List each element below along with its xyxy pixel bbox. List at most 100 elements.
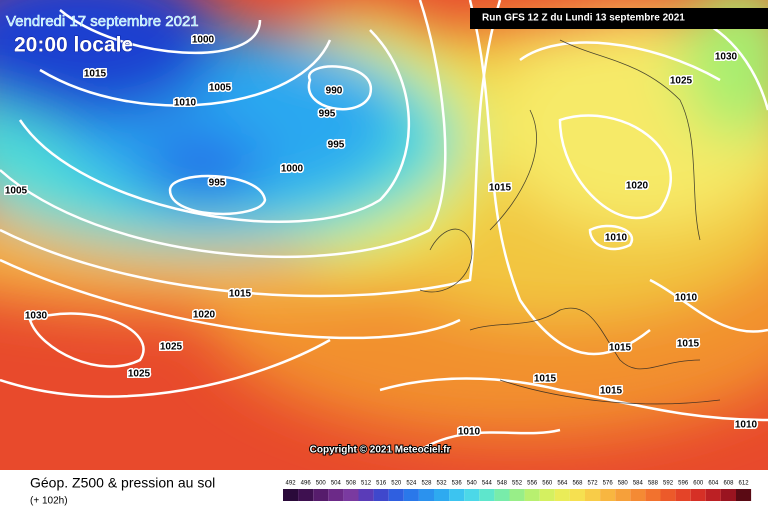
- legend-tick-label: 508: [346, 481, 357, 487]
- legend-tick-label: 568: [572, 481, 583, 487]
- copyright: Copyright © 2021 Meteociel.fr: [310, 445, 451, 456]
- isobar-label: 1010: [675, 293, 698, 304]
- legend-swatch: [373, 489, 389, 501]
- isobar-label: 1005: [5, 186, 28, 197]
- legend-swatch: [720, 489, 736, 501]
- isobar-labels: 1000 1005 1015 1010 990 995 995 1000 995 1005 1015…: [3, 33, 759, 439]
- legend-swatch: [630, 489, 646, 501]
- isobar-label: 1015: [84, 69, 107, 80]
- legend-swatch: [328, 489, 344, 501]
- legend-swatch: [494, 489, 510, 501]
- legend-swatch: [569, 489, 585, 501]
- isobar-label: 990: [326, 86, 343, 97]
- legend-tick-label: 536: [452, 481, 463, 487]
- run-box: [470, 8, 768, 29]
- legend-swatch: [554, 489, 570, 501]
- legend-swatch: [388, 489, 404, 501]
- legend-tick-label: 576: [603, 481, 614, 487]
- isobar-label: 1000: [192, 35, 215, 46]
- legend-swatch: [600, 489, 616, 501]
- run-label: Run GFS 12 Z du Lundi 13 septembre 2021: [482, 13, 685, 24]
- isobar-label: 995: [209, 178, 226, 189]
- isobar-label: 1015: [534, 374, 557, 385]
- legend-tick-label: 544: [482, 481, 493, 487]
- isobar-label: 995: [328, 140, 345, 151]
- isobar-label: 1010: [735, 420, 758, 431]
- isobar-label: 995: [319, 109, 336, 120]
- legend-tick-label: 612: [739, 481, 750, 487]
- legend-swatch: [283, 489, 299, 501]
- legend-tick-label: 572: [588, 481, 599, 487]
- weather-map: Copyright © 2021 Meteociel.fr: [0, 0, 768, 470]
- legend-tick-label: 564: [557, 481, 568, 487]
- legend-tick-label: 600: [693, 481, 704, 487]
- color-legend: 492 496 500 504 508 512 516 520 524 528 532 536 540 5…: [283, 481, 752, 501]
- legend-tick-label: 528: [421, 481, 432, 487]
- legend-tick-label: 592: [663, 481, 674, 487]
- legend-swatch: [645, 489, 661, 501]
- isobar-label: 1030: [715, 52, 738, 63]
- isobar-label: 1025: [670, 76, 693, 87]
- isobar-label: 1015: [677, 339, 700, 350]
- legend-tick-label: 540: [467, 481, 478, 487]
- legend-swatch: [313, 489, 329, 501]
- isobar-label: 1015: [489, 183, 512, 194]
- footer-subtitle: (+ 102h): [30, 496, 68, 507]
- legend-tick-label: 524: [406, 481, 417, 487]
- legend-tick-label: 580: [618, 481, 629, 487]
- isobar-label: 1010: [605, 233, 628, 244]
- legend-swatch: [449, 489, 465, 501]
- legend-tick-label: 504: [331, 481, 342, 487]
- isobar-label: 1015: [609, 343, 632, 354]
- legend-tick-label: 560: [542, 481, 553, 487]
- legend-tick-label: 496: [301, 481, 312, 487]
- legend-swatch: [736, 489, 752, 501]
- legend-swatch: [675, 489, 691, 501]
- legend-tick-label: 532: [437, 481, 448, 487]
- legend-tick-label: 556: [527, 481, 538, 487]
- legend-tick-label: 500: [316, 481, 327, 487]
- legend-tick-label: 548: [497, 481, 508, 487]
- isobar-label: 1015: [600, 386, 623, 397]
- legend-tick-label: 596: [678, 481, 689, 487]
- isobar-label: 1010: [174, 98, 197, 109]
- footer-title: Géop. Z500 & pression au sol: [30, 475, 215, 491]
- legend-swatch: [585, 489, 601, 501]
- legend-swatch: [690, 489, 706, 501]
- legend-tick-label: 512: [361, 481, 372, 487]
- isobar-label: 1020: [626, 181, 649, 192]
- legend-swatch: [418, 489, 434, 501]
- legend-swatch: [434, 489, 450, 501]
- legend-swatch: [509, 489, 525, 501]
- isobar-label: 1005: [209, 83, 232, 94]
- legend-tick-label: 608: [723, 481, 734, 487]
- date-label: Vendredi 17 septembre 2021: [6, 13, 199, 30]
- isobar-label: 1025: [160, 342, 183, 353]
- time-label: 20:00 locale: [14, 34, 133, 57]
- isobar-label: 1020: [193, 310, 216, 321]
- legend-tick-label: 584: [633, 481, 644, 487]
- legend-swatch: [615, 489, 631, 501]
- isobar-label: 1010: [458, 427, 481, 438]
- legend-swatch: [539, 489, 555, 501]
- legend-tick-label: 588: [648, 481, 659, 487]
- isobar-label: 1025: [128, 369, 151, 380]
- legend-tick-label: 492: [286, 481, 297, 487]
- isobar-label: 1015: [229, 289, 252, 300]
- legend-swatch: [705, 489, 721, 501]
- legend-swatch: [464, 489, 480, 501]
- legend-swatch: [343, 489, 359, 501]
- legend-swatch: [660, 489, 676, 501]
- legend-swatch: [403, 489, 419, 501]
- legend-tick-label: 552: [512, 481, 523, 487]
- legend-tick-label: 604: [708, 481, 719, 487]
- isobar-label: 1000: [281, 164, 304, 175]
- legend-swatch: [479, 489, 495, 501]
- legend-swatch: [524, 489, 540, 501]
- legend-tick-label: 516: [376, 481, 387, 487]
- isobar-label: 1030: [25, 311, 48, 322]
- legend-swatch: [358, 489, 374, 501]
- legend-swatch: [298, 489, 314, 501]
- legend-tick-label: 520: [391, 481, 402, 487]
